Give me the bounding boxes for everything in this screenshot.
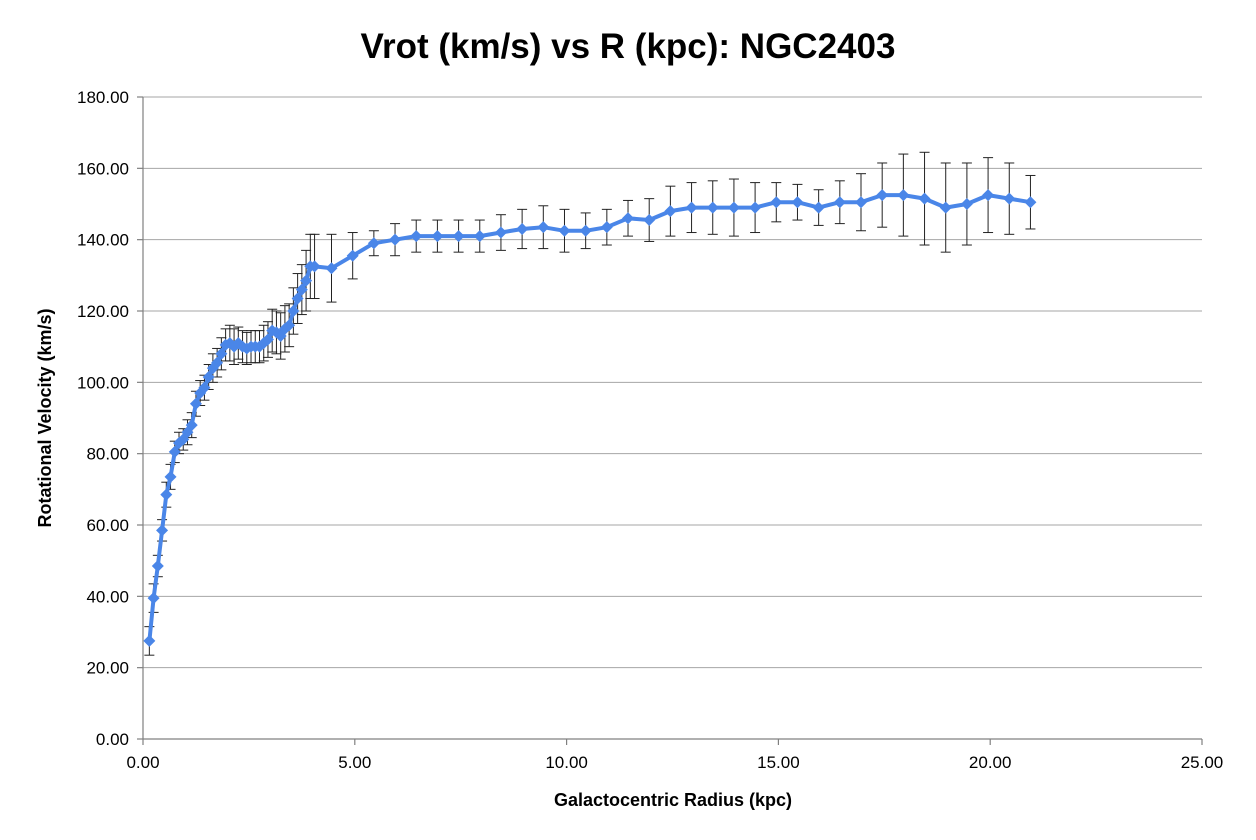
y-tick-label: 40.00 bbox=[86, 587, 129, 606]
y-tick-label: 120.00 bbox=[77, 302, 129, 321]
data-point bbox=[1003, 192, 1016, 205]
data-point bbox=[283, 319, 296, 332]
data-point bbox=[431, 230, 444, 243]
data-point bbox=[160, 488, 173, 501]
data-point bbox=[295, 283, 308, 296]
data-point bbox=[770, 196, 783, 209]
data-point bbox=[291, 292, 304, 305]
y-tick-label: 100.00 bbox=[77, 373, 129, 392]
data-point bbox=[982, 189, 995, 202]
y-tick-label: 20.00 bbox=[86, 659, 129, 678]
x-tick-label: 10.00 bbox=[545, 753, 588, 772]
data-point bbox=[494, 226, 507, 239]
data-point bbox=[367, 237, 380, 250]
data-point bbox=[168, 445, 181, 458]
x-tick-label: 5.00 bbox=[338, 753, 371, 772]
data-point bbox=[211, 356, 224, 369]
data-point bbox=[812, 201, 825, 214]
data-point bbox=[791, 196, 804, 209]
data-point bbox=[185, 419, 198, 432]
data-point bbox=[600, 221, 613, 234]
y-tick-label: 60.00 bbox=[86, 516, 129, 535]
x-axis-tick-labels: 0.00 5.00 10.00 15.00 20.00 25.00 bbox=[126, 753, 1223, 772]
data-point bbox=[156, 524, 169, 537]
data-point bbox=[198, 381, 211, 394]
data-point bbox=[643, 214, 656, 227]
data-point bbox=[579, 224, 592, 237]
data-point bbox=[537, 221, 550, 234]
x-axis-label: Galactocentric Radius (kpc) bbox=[554, 790, 792, 810]
y-tick-label: 80.00 bbox=[86, 445, 129, 464]
data-point bbox=[918, 192, 931, 205]
data-point bbox=[410, 230, 423, 243]
y-tick-label: 180.00 bbox=[77, 88, 129, 107]
data-series bbox=[143, 189, 1037, 647]
y-axis-tick-labels: 0.00 20.00 40.00 60.00 80.00 100.00 120.00 140.… bbox=[77, 88, 129, 749]
x-tick-label: 25.00 bbox=[1181, 753, 1224, 772]
data-point bbox=[897, 189, 910, 202]
data-point bbox=[389, 233, 402, 246]
data-point bbox=[346, 249, 359, 262]
y-tick-label: 140.00 bbox=[77, 231, 129, 250]
data-point bbox=[452, 230, 465, 243]
data-point bbox=[727, 201, 740, 214]
axes bbox=[137, 96, 1203, 745]
error-bars bbox=[144, 151, 1036, 656]
y-tick-label: 0.00 bbox=[96, 730, 129, 749]
data-point bbox=[151, 560, 164, 573]
x-tick-label: 20.00 bbox=[969, 753, 1012, 772]
data-point bbox=[147, 592, 160, 605]
data-point bbox=[261, 333, 274, 346]
data-point bbox=[749, 201, 762, 214]
chart-title: Vrot (km/s) vs R (kpc): NGC2403 bbox=[361, 27, 896, 66]
data-point bbox=[622, 212, 635, 225]
data-point bbox=[558, 224, 571, 237]
data-point bbox=[189, 397, 202, 410]
x-tick-label: 15.00 bbox=[757, 753, 800, 772]
series-line bbox=[147, 193, 1033, 643]
data-point bbox=[685, 201, 698, 214]
gridlines bbox=[143, 96, 1202, 669]
data-point bbox=[215, 347, 228, 360]
y-axis-label: Rotational Velocity (km/s) bbox=[35, 308, 55, 527]
data-point bbox=[473, 230, 486, 243]
data-point bbox=[876, 189, 889, 202]
data-point bbox=[300, 274, 313, 287]
data-point bbox=[855, 196, 868, 209]
data-point bbox=[960, 198, 973, 210]
x-tick-label: 0.00 bbox=[126, 753, 159, 772]
data-point bbox=[164, 470, 177, 483]
y-tick-label: 160.00 bbox=[77, 159, 129, 178]
data-point bbox=[143, 634, 156, 647]
data-point bbox=[516, 222, 529, 235]
data-point bbox=[706, 201, 719, 214]
data-point bbox=[308, 260, 321, 273]
data-point bbox=[939, 201, 952, 214]
data-point bbox=[287, 305, 300, 317]
data-point bbox=[325, 262, 338, 275]
data-point bbox=[664, 205, 677, 218]
data-point bbox=[1024, 196, 1037, 209]
data-point bbox=[833, 196, 846, 209]
data-point bbox=[202, 370, 215, 383]
